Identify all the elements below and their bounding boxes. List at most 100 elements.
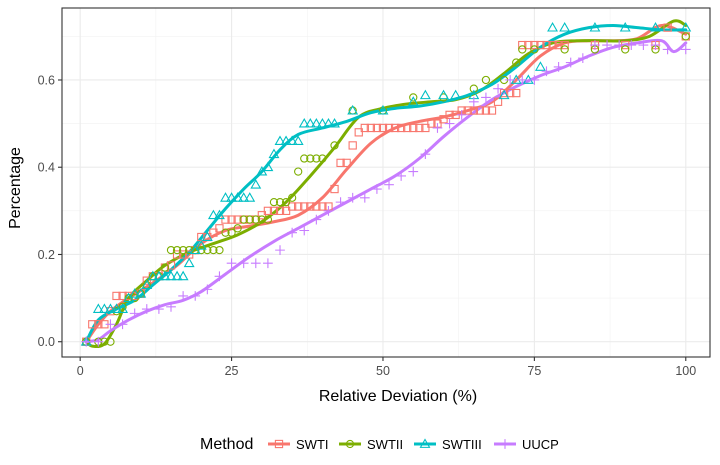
data-point-swtii (512, 58, 521, 67)
data-point-swti (421, 123, 430, 133)
data-point-swtiii (323, 117, 334, 128)
data-point-swti (505, 88, 515, 98)
data-point-swti (257, 211, 267, 220)
data-point-swtiii (141, 279, 153, 289)
data-point-swtiii (232, 192, 244, 202)
legend-item-swti: SWTI (268, 437, 329, 452)
data-point-uucp (444, 118, 455, 129)
data-point-swti (542, 40, 551, 50)
data-point-swti (172, 250, 182, 259)
data-point-uucp (456, 110, 467, 120)
data-point-swti (342, 158, 351, 168)
data-point-swti (518, 40, 527, 50)
legend-label: UUCP (522, 437, 559, 452)
data-point-swti (88, 320, 97, 329)
data-point-uucp (250, 258, 261, 269)
data-point-swti (269, 206, 279, 216)
data-point-uucp (263, 258, 273, 269)
data-point-uucp (93, 336, 104, 347)
data-point-swtii (233, 224, 242, 233)
data-point-swti (215, 224, 224, 233)
data-point-swti (372, 123, 382, 133)
data-point-swtiii (183, 257, 195, 268)
data-point-swtiii (286, 135, 298, 145)
data-point-uucp (420, 149, 431, 160)
data-point-swtii (312, 154, 321, 163)
data-point-uucp (117, 319, 128, 330)
data-point-swtii (221, 228, 230, 237)
data-point-uucp (384, 179, 394, 190)
data-point-uucp (602, 40, 612, 50)
data-point-swtii (178, 245, 188, 255)
data-point-swti (178, 250, 188, 259)
data-point-uucp (238, 258, 249, 269)
data-point-swtiii (220, 192, 231, 202)
data-point-swtiii (135, 288, 147, 298)
data-point-swti (475, 106, 485, 115)
data-point-swti (300, 202, 309, 211)
data-point-swti (233, 215, 242, 224)
data-point-swtiii (650, 22, 661, 32)
data-point-swtiii (304, 117, 316, 128)
data-point-uucp (214, 271, 225, 282)
data-point-swtii (409, 93, 418, 102)
data-point-swti (287, 202, 297, 211)
data-point-swti (94, 320, 103, 329)
data-point-uucp (638, 40, 649, 50)
legend-key-marker (500, 439, 510, 449)
data-point-swtiii (559, 22, 571, 32)
data-point-uucp (287, 227, 297, 238)
axes: 0 25 50 75 100 0.0 0.2 0.4 0.6 (38, 73, 697, 378)
data-point-uucp (347, 192, 358, 203)
data-point-swtiii (165, 270, 177, 281)
data-point-swtiii (680, 22, 692, 32)
legend-items: SWTI SWTII SWTIII UUCP (268, 437, 559, 452)
data-point-swtiii (195, 240, 207, 250)
x-axis-title: Relative Deviation (%) (319, 388, 477, 405)
data-point-swtiii (292, 135, 304, 145)
data-point-swtii (621, 45, 630, 54)
data-point-uucp (335, 197, 346, 207)
legend-label: SWTII (367, 437, 403, 452)
x-tick-label: 25 (225, 364, 239, 378)
data-point-uucp (529, 75, 540, 85)
data-point-swtiii (105, 303, 116, 313)
data-point-swtii (245, 215, 254, 224)
data-point-swti (209, 228, 218, 237)
data-point-swtiii (214, 209, 225, 220)
data-point-swti (409, 123, 418, 133)
data-point-uucp (396, 171, 406, 181)
data-point-uucp (577, 53, 588, 64)
data-point-swtiii (310, 117, 322, 128)
data-point-swtiii (171, 270, 183, 281)
legend-label: SWTIII (442, 437, 482, 452)
data-point-uucp (565, 57, 576, 68)
data-point-uucp (493, 83, 503, 94)
data-point-swti (390, 123, 400, 133)
data-point-swti (469, 106, 478, 115)
legend-key-marker (345, 439, 355, 449)
data-point-swti (354, 128, 363, 137)
legend-item-uucp: UUCP (494, 437, 559, 452)
legend-item-swtiii: SWTIII (414, 437, 482, 452)
data-point-uucp (141, 304, 152, 314)
data-point-swtii (469, 84, 478, 93)
data-point-uucp (662, 44, 673, 55)
data-point-swti (427, 119, 436, 128)
data-point-swtiii (274, 135, 286, 145)
data-point-swtiii (262, 161, 274, 172)
data-point-swtii (172, 245, 182, 255)
data-point-swti (263, 206, 273, 216)
data-point-swtii (481, 75, 491, 85)
data-point-swti (499, 88, 509, 98)
data-point-swtiii (111, 303, 122, 313)
data-point-swti (536, 40, 545, 50)
data-point-swti (560, 40, 569, 50)
data-point-swtii (263, 215, 273, 224)
data-point-uucp (505, 75, 516, 85)
data-point-uucp (275, 245, 285, 255)
data-point-swti (493, 97, 503, 106)
data-point-swtiii (129, 288, 141, 298)
data-point-swti (142, 276, 151, 285)
